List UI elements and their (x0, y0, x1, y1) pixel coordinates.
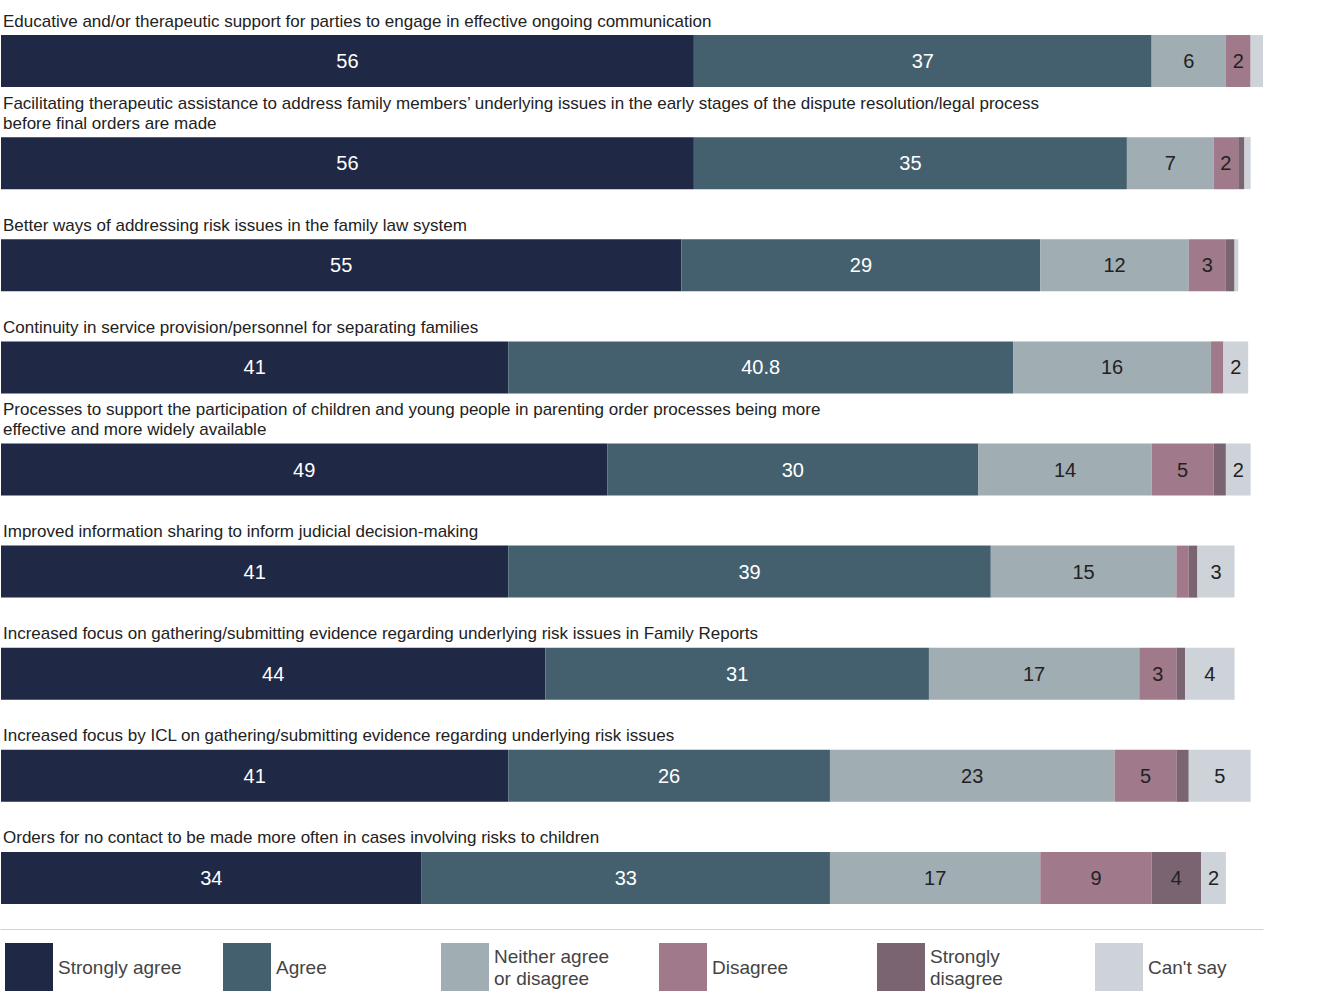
svg-text:31: 31 (726, 663, 748, 685)
svg-text:16: 16 (1101, 356, 1123, 378)
svg-text:Can't say: Can't say (1148, 957, 1227, 978)
svg-text:Educative and/or therapeutic s: Educative and/or therapeutic support for… (3, 12, 711, 31)
svg-text:2: 2 (1233, 50, 1244, 72)
svg-text:3: 3 (1210, 561, 1221, 583)
svg-text:40.8: 40.8 (741, 356, 780, 378)
svg-text:30: 30 (782, 459, 804, 481)
svg-text:55: 55 (330, 254, 352, 276)
svg-text:Increased focus on gathering/s: Increased focus on gathering/submitting … (3, 624, 758, 643)
svg-text:35: 35 (899, 152, 921, 174)
svg-text:5: 5 (1140, 765, 1151, 787)
svg-text:56: 56 (336, 50, 358, 72)
svg-text:17: 17 (1023, 663, 1045, 685)
svg-text:44: 44 (262, 663, 284, 685)
svg-text:6: 6 (1183, 50, 1194, 72)
svg-text:Processes to support the parti: Processes to support the participation o… (3, 400, 820, 419)
svg-text:Strongly: Strongly (930, 946, 1005, 967)
svg-text:37: 37 (912, 50, 934, 72)
svg-text:2: 2 (1233, 459, 1244, 481)
svg-text:12: 12 (1103, 254, 1125, 276)
svg-text:49: 49 (293, 459, 315, 481)
svg-text:41: 41 (244, 765, 266, 787)
svg-text:4: 4 (1204, 663, 1215, 685)
svg-text:23: 23 (961, 765, 983, 787)
svg-text:disagree: disagree (930, 968, 1003, 989)
svg-text:5: 5 (1214, 765, 1225, 787)
svg-text:Neither agree: Neither agree (494, 946, 614, 967)
svg-text:39: 39 (738, 561, 760, 583)
svg-text:33: 33 (615, 867, 637, 889)
svg-text:29: 29 (850, 254, 872, 276)
svg-text:effective and more widely avai: effective and more widely available (3, 420, 266, 439)
svg-text:Agree: Agree (276, 957, 327, 978)
svg-text:26: 26 (658, 765, 680, 787)
svg-text:Improved information sharing t: Improved information sharing to inform j… (3, 522, 478, 541)
svg-text:56: 56 (336, 152, 358, 174)
svg-text:34: 34 (200, 867, 222, 889)
svg-text:15: 15 (1072, 561, 1094, 583)
svg-text:Continuity in service provisio: Continuity in service provision/personne… (3, 318, 478, 337)
svg-text:4: 4 (1171, 867, 1182, 889)
svg-text:Facilitating therapeutic assis: Facilitating therapeutic assistance to a… (3, 94, 1039, 113)
svg-text:Orders for no contact to be ma: Orders for no contact to be made more of… (3, 828, 599, 847)
svg-text:2: 2 (1208, 867, 1219, 889)
svg-text:3: 3 (1152, 663, 1163, 685)
svg-text:Strongly agree: Strongly agree (58, 957, 182, 978)
svg-text:Disagree: Disagree (712, 957, 788, 978)
svg-text:Increased focus by ICL on gath: Increased focus by ICL on gathering/subm… (3, 726, 674, 745)
svg-text:or disagree: or disagree (494, 968, 589, 989)
svg-text:3: 3 (1202, 254, 1213, 276)
svg-text:before final orders are made: before final orders are made (3, 114, 217, 133)
svg-text:5: 5 (1177, 459, 1188, 481)
svg-text:14: 14 (1054, 459, 1076, 481)
svg-text:2: 2 (1230, 356, 1241, 378)
svg-text:17: 17 (924, 867, 946, 889)
svg-text:2: 2 (1220, 152, 1231, 174)
svg-text:7: 7 (1165, 152, 1176, 174)
svg-text:Better ways of addressing risk: Better ways of addressing risk issues in… (3, 216, 467, 235)
svg-text:9: 9 (1090, 867, 1101, 889)
svg-text:41: 41 (244, 561, 266, 583)
svg-text:41: 41 (244, 356, 266, 378)
